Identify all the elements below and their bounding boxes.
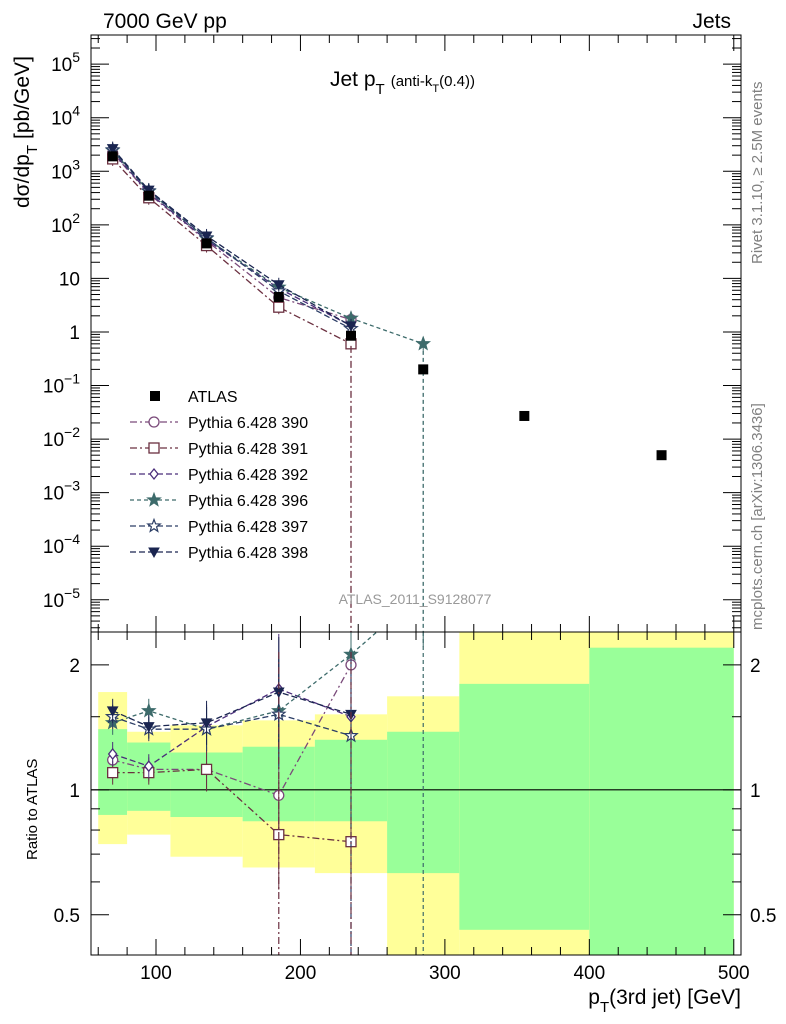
ratio-y-tick-label: 0.5	[54, 906, 80, 927]
legend-marker-5	[148, 547, 160, 559]
ratio-line-4	[112, 713, 352, 737]
main-y-tick-label: 105	[51, 49, 80, 76]
main-y-tick-label: 1	[69, 323, 80, 344]
atlas-data-point	[346, 330, 356, 341]
atlas-data-point	[273, 291, 284, 302]
ratio-series-clip	[104, 632, 424, 955]
analysis-id-label: ATLAS_2011_S9128077	[339, 591, 492, 607]
x-tick-label: 400	[573, 963, 605, 984]
legend-label-0: Pythia 6.428 390	[188, 415, 308, 432]
legend: ATLAS Pythia 6.428 390 Pythia 6.428 391 Pyt…	[130, 389, 308, 562]
ratio-point-3	[140, 702, 157, 718]
ratio-y-axis-label: Ratio to ATLAS	[24, 759, 41, 860]
series-line-3	[112, 149, 424, 345]
legend-marker-atlas	[150, 391, 160, 401]
atlas-data-point	[656, 450, 667, 461]
main-panel: 10−5 10−4 10−3 10−2 10−1 1 10 102 103 104 105 ATLA…	[11, 34, 742, 633]
series-point-1	[273, 301, 285, 313]
x-tick-label: 100	[140, 963, 172, 984]
ratio-point-1	[107, 766, 119, 779]
energy-label: 7000 GeV pp	[103, 10, 227, 33]
legend-marker-1	[148, 442, 160, 454]
category-label: Jets	[692, 10, 731, 33]
rivet-version-label: Rivet 3.1.10, ≥ 2.5M events	[749, 82, 766, 265]
ratio-y-tick-label-right: 0.5	[750, 906, 776, 927]
chart-title: Jet pT (anti-kT(0.4))	[330, 68, 475, 98]
legend-label-2: Pythia 6.428 392	[188, 467, 308, 484]
legend-label-5: Pythia 6.428 398	[188, 545, 308, 562]
main-y-tick-label: 10−2	[43, 424, 80, 451]
x-tick-label: 300	[429, 963, 461, 984]
atlas-data-point	[519, 410, 530, 421]
main-y-tick-label: 104	[51, 103, 80, 130]
legend-label-atlas: ATLAS	[188, 389, 238, 406]
atlas-data-point	[107, 151, 118, 162]
main-y-tick-label: 10−5	[43, 585, 80, 612]
series-line-1	[112, 158, 352, 345]
band-green	[589, 647, 734, 955]
ratio-point-5	[106, 706, 119, 717]
ratio-point-5	[142, 722, 155, 733]
ratio-y-tick-label: 2	[69, 656, 80, 677]
band-green	[459, 683, 590, 930]
ratio-y-tick-label-right: 2	[750, 656, 761, 677]
series-line-0	[112, 152, 352, 321]
x-tick-label: 500	[718, 963, 750, 984]
main-y-tick-label: 10−3	[43, 478, 80, 505]
ratio-y-tick-label-right: 1	[750, 781, 761, 802]
atlas-data-point	[418, 364, 429, 375]
series-line-5	[112, 148, 352, 327]
legend-marker-3	[146, 491, 162, 507]
atlas-data-point	[201, 238, 212, 249]
ratio-point-2	[143, 760, 154, 773]
ratio-line-5	[112, 691, 352, 728]
series-point-5	[142, 185, 155, 197]
ratio-point-1	[200, 763, 213, 776]
legend-label-3: Pythia 6.428 396	[188, 493, 308, 510]
legend-label-4: Pythia 6.428 397	[188, 519, 308, 536]
atlas-data-group	[107, 151, 667, 461]
series-line-4	[112, 149, 352, 330]
main-y-tick-label: 10	[59, 269, 80, 290]
main-y-tick-label: 10−1	[43, 371, 80, 398]
main-frame	[90, 34, 742, 633]
uncertainty-bands	[91, 632, 741, 955]
series-point-5	[272, 280, 285, 291]
ratio-panel: 0.5 0.5 1 1 2 2 100 200 300 400 500 Ratio to ATLAS…	[24, 631, 776, 1016]
main-y-tick-label: 102	[51, 210, 80, 237]
main-y-tick-label: 103	[51, 156, 80, 183]
mcplots-label: mcplots.cern.ch [arXiv:1306.3436]	[749, 403, 766, 630]
x-tick-label: 200	[285, 963, 317, 984]
series-point-5	[106, 144, 119, 155]
ratio-point-5	[200, 718, 213, 729]
main-y-axis-label: dσ/dpT[pb/GeV]	[11, 56, 41, 208]
ratio-series-group	[104, 632, 424, 955]
series-point-5	[345, 321, 357, 332]
x-axis-label: pT(3rd jet) [GeV]	[588, 986, 741, 1016]
ratio-ticks: 0.5 0.5 1 1 2 2 100 200 300 400 500	[54, 632, 776, 984]
legend-marker-0	[148, 416, 160, 428]
ratio-y-tick-label: 1	[69, 781, 80, 802]
series-point-5	[200, 231, 213, 242]
legend-marker-2	[149, 467, 159, 481]
main-y-tick-label: 10−4	[43, 531, 80, 558]
legend-marker-4	[146, 517, 162, 533]
ratio-line-3	[112, 632, 378, 730]
legend-label-1: Pythia 6.428 391	[188, 441, 308, 458]
ratio-point-2	[107, 747, 118, 761]
atlas-data-point	[143, 190, 154, 201]
main-y-ticks: 10−5 10−4 10−3 10−2 10−1 1 10 102 103 104 105	[43, 35, 741, 632]
series-line-2	[112, 151, 352, 327]
